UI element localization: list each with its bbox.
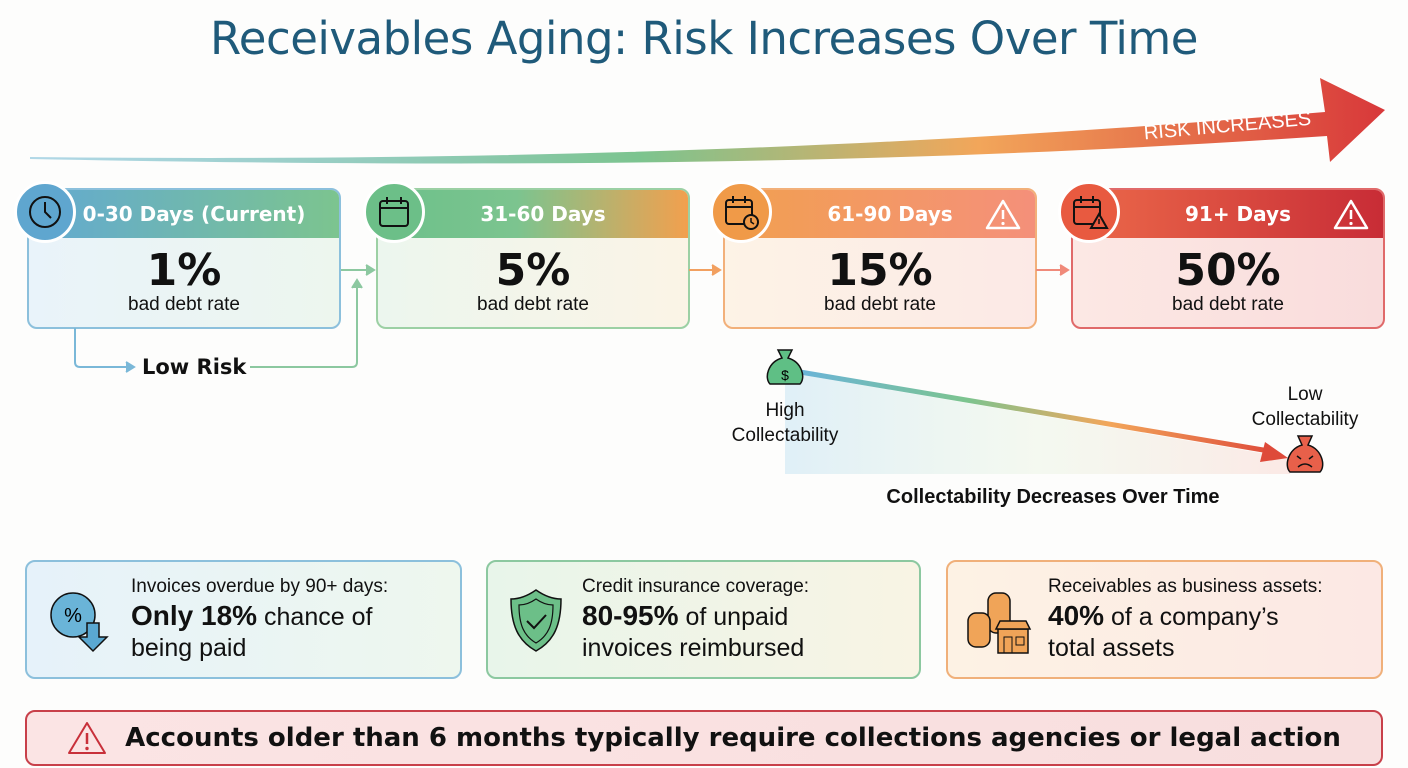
stage-label: 91+ Days bbox=[1073, 190, 1383, 238]
collectability-caption: Collectability Decreases Over Time bbox=[886, 486, 1220, 508]
stage-caption: bad debt rate bbox=[477, 294, 589, 315]
collectability-decline-graphic: $ bbox=[766, 349, 1324, 474]
calendar-clock-icon bbox=[710, 181, 772, 243]
svg-text:%: % bbox=[64, 605, 82, 627]
stage-rate: 5% bbox=[495, 245, 571, 296]
stage-card-61-90: 61-90 Days 15% bad debt rate bbox=[723, 188, 1037, 329]
high-collectability-label: High Collectability bbox=[731, 400, 839, 446]
stage-card-31-60: 31-60 Days 5% bad debt rate bbox=[376, 188, 690, 329]
fact-text: of unpaid bbox=[678, 602, 789, 631]
fact-text: chance of bbox=[257, 602, 373, 631]
fact-heading: Credit insurance coverage: bbox=[582, 575, 810, 597]
fact-text-line3: being paid bbox=[131, 633, 247, 662]
stage-connectors bbox=[74, 264, 1070, 373]
fact-card-assets: Receivables as business assets: 40% of a … bbox=[946, 560, 1383, 679]
stage-rate: 1% bbox=[146, 245, 222, 296]
stage-label: 31-60 Days bbox=[378, 190, 688, 238]
stage-caption: bad debt rate bbox=[824, 294, 936, 315]
clock-icon bbox=[14, 181, 76, 243]
stage-label: 61-90 Days bbox=[725, 190, 1035, 238]
stage-label: 0-30 Days (Current) bbox=[29, 190, 339, 238]
fact-text-line3: invoices reimbursed bbox=[582, 633, 805, 662]
warning-banner: Accounts older than 6 months typically r… bbox=[25, 710, 1383, 766]
banner-text: Accounts older than 6 months typically r… bbox=[125, 723, 1341, 753]
warning-icon bbox=[985, 199, 1021, 230]
money-bag-icon: $ bbox=[766, 349, 804, 385]
warning-icon bbox=[1333, 199, 1369, 230]
calendar-warning-icon bbox=[1058, 181, 1120, 243]
fact-highlight: 40% bbox=[1048, 599, 1105, 631]
fact-highlight: 80-95% bbox=[582, 599, 679, 631]
warning-icon bbox=[68, 722, 107, 754]
calendar-icon bbox=[363, 181, 425, 243]
fact-text-line3: total assets bbox=[1048, 633, 1175, 662]
page-title: Receivables Aging: Risk Increases Over T… bbox=[210, 12, 1198, 65]
fact-text: of a company’s bbox=[1104, 602, 1279, 631]
low-collectability-label: Low Collectability bbox=[1251, 384, 1359, 430]
fact-card-overdue: % Invoices overdue by 90+ days: Only 18% … bbox=[25, 560, 462, 679]
stage-rate: 15% bbox=[827, 245, 933, 296]
coins-store-icon bbox=[967, 591, 1032, 654]
sad-money-bag-icon bbox=[1286, 435, 1324, 473]
fact-highlight: Only 18% bbox=[131, 599, 258, 631]
percent-down-icon: % bbox=[50, 591, 109, 652]
stage-caption: bad debt rate bbox=[1172, 294, 1284, 315]
risk-increases-arrow: RISK INCREASES bbox=[30, 78, 1385, 164]
svg-text:$: $ bbox=[781, 367, 789, 383]
fact-heading: Receivables as business assets: bbox=[1048, 575, 1323, 597]
stage-card-0-30: 0-30 Days (Current) 1% bad debt rate bbox=[27, 188, 341, 329]
stage-rate: 50% bbox=[1175, 245, 1281, 296]
stage-caption: bad debt rate bbox=[128, 294, 240, 315]
shield-check-icon bbox=[510, 588, 562, 652]
fact-card-insurance: Credit insurance coverage: 80-95% of unpa… bbox=[486, 560, 921, 679]
low-risk-label: Low Risk bbox=[142, 355, 247, 379]
stage-card-91-plus: 91+ Days 50% bad debt rate bbox=[1071, 188, 1385, 329]
fact-heading: Invoices overdue by 90+ days: bbox=[131, 575, 389, 597]
